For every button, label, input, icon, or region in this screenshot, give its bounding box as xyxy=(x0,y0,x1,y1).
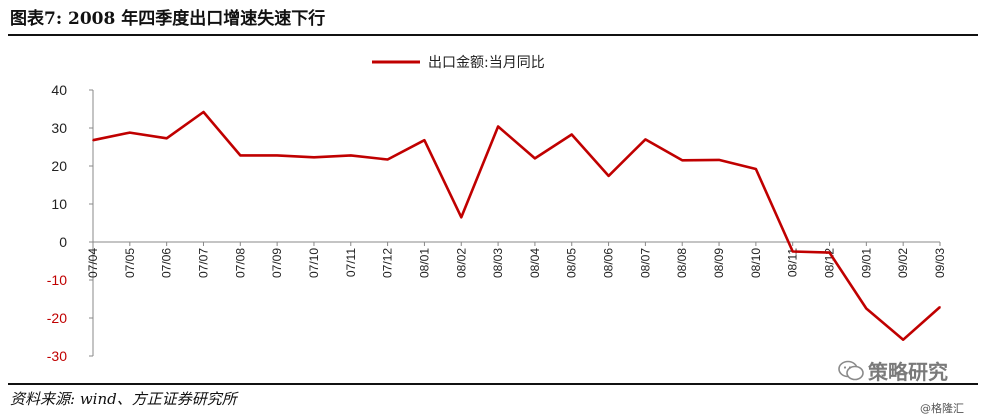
x-tick-label: 09/02 xyxy=(896,248,910,278)
x-tick-label: 08/08 xyxy=(675,248,689,278)
page-title: 图表7: 2008 年四季度出口增速失速下行 xyxy=(10,9,326,29)
y-tick-label: 0 xyxy=(59,234,67,250)
y-axis: 40 30 20 10 0 -10 -20 -30 xyxy=(47,82,94,364)
x-tick-label: 08/09 xyxy=(712,248,726,278)
x-tick-label: 08/03 xyxy=(491,248,505,278)
data-point xyxy=(607,175,610,177)
x-tick-label: 08/05 xyxy=(565,248,579,278)
data-point xyxy=(92,139,94,141)
x-tick-label: 08/04 xyxy=(528,248,542,278)
source-note: 资料来源: wind、方正证券研究所 xyxy=(10,390,237,408)
x-tick-label: 08/01 xyxy=(417,248,431,278)
x-tick-label: 07/05 xyxy=(123,248,137,278)
x-tick-label: 07/07 xyxy=(196,248,210,278)
data-point xyxy=(349,154,352,157)
data-point xyxy=(165,137,168,140)
x-tick-label: 07/04 xyxy=(86,248,100,278)
data-point xyxy=(386,158,389,161)
footer-divider xyxy=(8,383,978,385)
x-tick-label: 07/12 xyxy=(381,248,395,278)
data-point xyxy=(570,133,573,136)
data-point xyxy=(202,111,205,113)
x-tick-label: 08/10 xyxy=(749,248,763,278)
y-tick-label: 20 xyxy=(51,158,67,174)
wechat-bubble-icon xyxy=(838,360,864,380)
x-tick-label: 07/10 xyxy=(307,248,321,278)
x-axis: 07/04 07/05 07/06 07/07 07/08 07/09 07/10 07/11… xyxy=(86,241,947,278)
x-tick-label: 08/07 xyxy=(638,248,652,278)
x-tick-label: 07/08 xyxy=(233,248,247,278)
x-tick-label: 09/01 xyxy=(859,248,873,278)
x-tick-label: 07/09 xyxy=(270,248,284,278)
x-tick-label: 08/12 xyxy=(823,248,837,278)
data-point xyxy=(497,125,499,128)
data-point xyxy=(791,250,794,253)
data-point xyxy=(239,154,242,157)
x-tick-label: 07/06 xyxy=(160,248,174,278)
x-tick-label: 08/02 xyxy=(454,248,468,278)
series-line xyxy=(92,110,941,342)
data-point xyxy=(460,216,463,219)
legend-label: 出口金额:当月同比 xyxy=(428,55,545,71)
series-layer xyxy=(92,110,941,342)
data-point xyxy=(828,251,831,254)
y-tick-label: 40 xyxy=(51,82,67,98)
data-point xyxy=(313,156,315,159)
watermark-sub: @格隆汇 xyxy=(920,402,964,415)
data-point xyxy=(718,159,720,161)
y-tick-label: -30 xyxy=(47,348,67,364)
data-point xyxy=(644,138,647,141)
data-point xyxy=(276,154,278,157)
legend: 出口金额:当月同比 xyxy=(372,55,545,71)
x-tick-label: 07/11 xyxy=(344,248,358,277)
y-tick-label: -20 xyxy=(47,310,67,326)
data-point xyxy=(423,139,426,141)
data-point xyxy=(681,159,684,162)
watermark-brand: 策略研究 xyxy=(868,360,948,384)
x-tick-label: 08/06 xyxy=(602,248,616,278)
data-point xyxy=(939,306,941,308)
data-point xyxy=(129,131,131,134)
x-tick-label: 09/03 xyxy=(933,248,947,278)
y-tick-label: 30 xyxy=(51,120,67,136)
y-tick-label: 10 xyxy=(51,196,67,212)
watermark: 策略研究 xyxy=(838,356,948,385)
header-divider xyxy=(8,34,978,36)
data-point xyxy=(534,157,536,160)
x-tick-label: 08/11 xyxy=(786,248,800,277)
y-tick-label: -10 xyxy=(47,272,67,288)
data-point xyxy=(755,168,757,170)
data-point xyxy=(902,338,904,341)
data-point xyxy=(865,307,868,310)
